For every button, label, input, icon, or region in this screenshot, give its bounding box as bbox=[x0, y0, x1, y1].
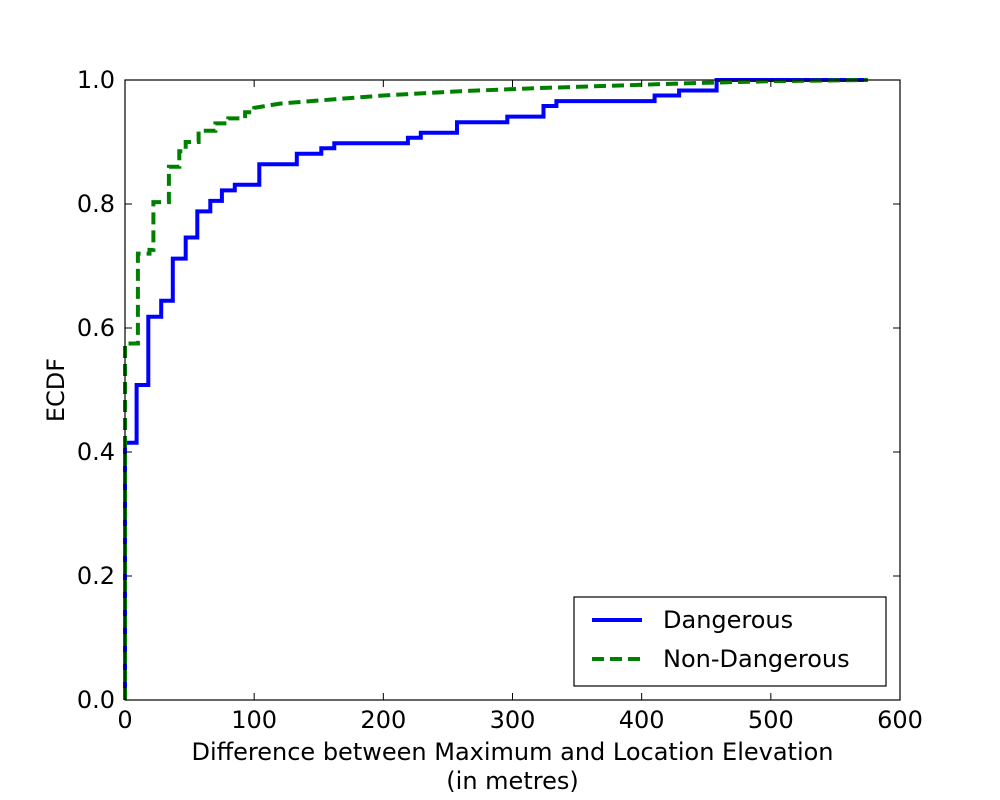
x-axis-ticks: 0 100 200 300 400 500 600 bbox=[117, 80, 923, 734]
x-tick-label: 200 bbox=[360, 706, 406, 734]
y-axis-label: ECDF bbox=[42, 358, 70, 422]
y-tick-label: 0.0 bbox=[77, 686, 115, 714]
legend: Dangerous Non-Dangerous bbox=[573, 596, 887, 687]
x-tick-label: 500 bbox=[748, 706, 794, 734]
x-axis-label-line2: (in metres) bbox=[446, 767, 578, 795]
x-tick-label: 400 bbox=[619, 706, 665, 734]
legend-label-non-dangerous: Non-Dangerous bbox=[663, 645, 850, 673]
x-tick-label: 100 bbox=[231, 706, 277, 734]
series-line-non-dangerous bbox=[123, 78, 868, 700]
x-tick-label: 0 bbox=[117, 706, 132, 734]
y-tick-label: 0.6 bbox=[77, 314, 115, 342]
series-line-dangerous bbox=[123, 78, 868, 700]
legend-box bbox=[573, 596, 887, 687]
y-tick-label: 0.4 bbox=[77, 438, 115, 466]
x-tick-label: 300 bbox=[490, 706, 536, 734]
series-layer bbox=[123, 78, 868, 700]
y-tick-label: 0.2 bbox=[77, 562, 115, 590]
x-axis-label-line1: Difference between Maximum and Location … bbox=[191, 738, 833, 766]
y-axis-ticks: 0.0 0.2 0.4 0.6 0.8 1.0 bbox=[77, 66, 900, 714]
y-tick-label: 1.0 bbox=[77, 66, 115, 94]
x-tick-label: 600 bbox=[877, 706, 923, 734]
legend-label-dangerous: Dangerous bbox=[663, 606, 793, 634]
y-tick-label: 0.8 bbox=[77, 190, 115, 218]
